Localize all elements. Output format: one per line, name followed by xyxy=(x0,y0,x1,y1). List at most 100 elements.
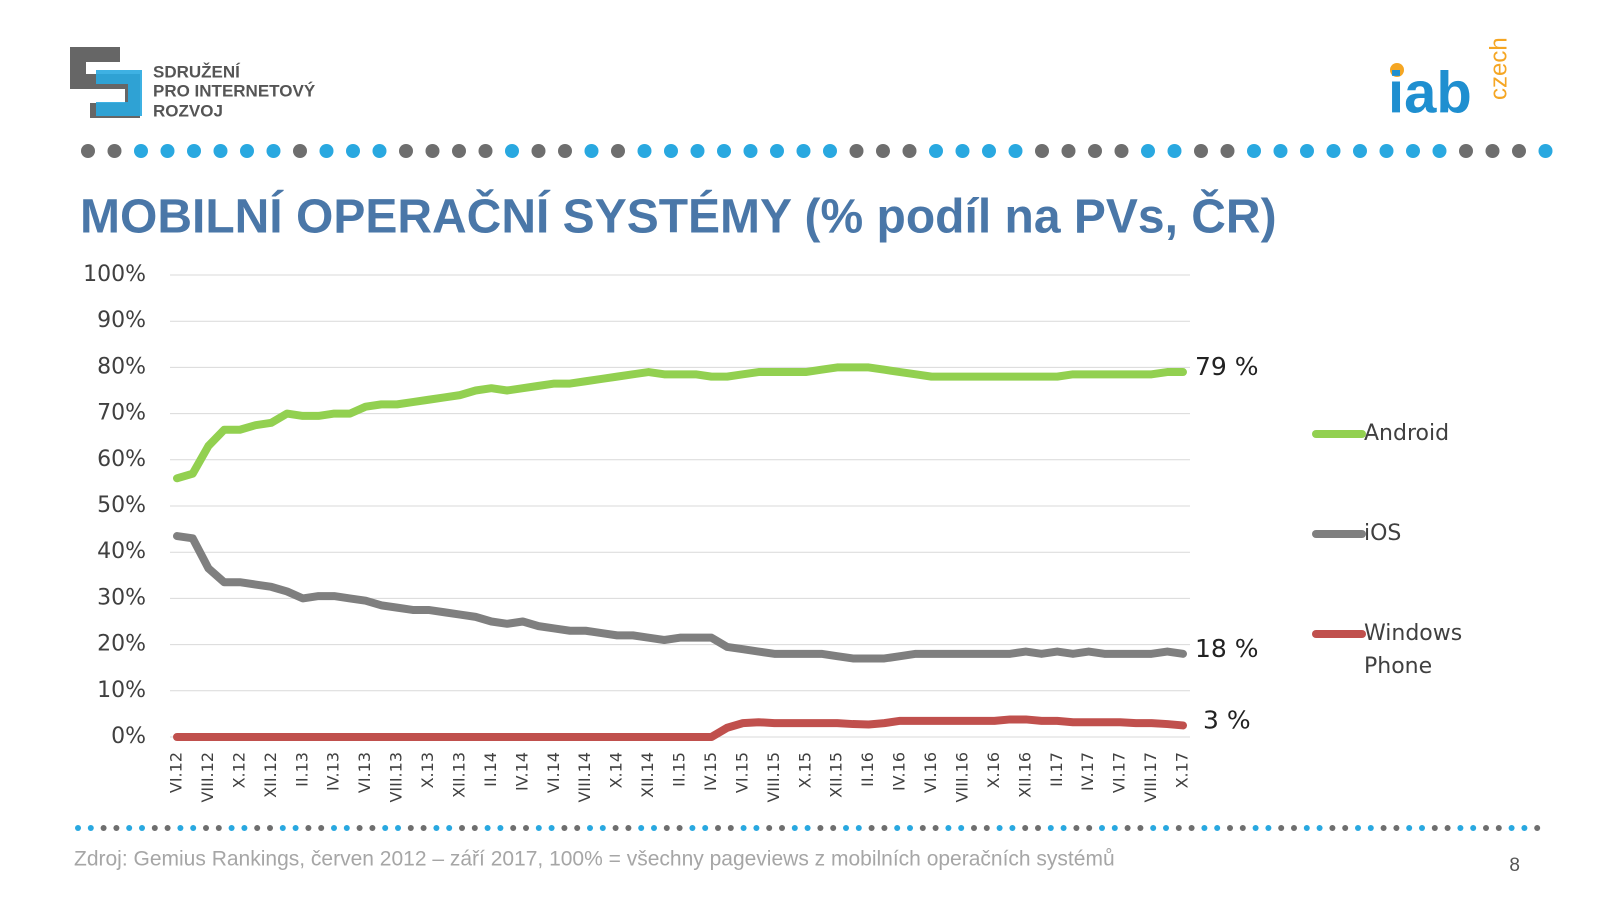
y-tick-label: 0% xyxy=(111,724,146,749)
divider-dot xyxy=(1379,144,1394,158)
divider-dot xyxy=(420,825,427,831)
divider-dot xyxy=(160,144,175,158)
iab-logo: iab xyxy=(1388,60,1472,125)
end-label: 18 % xyxy=(1195,634,1259,663)
x-tick-label: XII.15 xyxy=(827,752,846,798)
divider-dot xyxy=(1355,825,1361,831)
divider-dot xyxy=(369,825,376,831)
divider-dot xyxy=(1521,825,1528,831)
divider-dot xyxy=(319,144,334,158)
divider-dot xyxy=(599,825,606,831)
divider-dot xyxy=(531,144,546,158)
divider-dot xyxy=(1239,825,1246,831)
divider-dot xyxy=(983,825,990,831)
divider-dot xyxy=(1141,144,1155,158)
series-line xyxy=(173,715,1187,741)
x-tick-label: II.13 xyxy=(292,752,311,787)
divider-dot xyxy=(177,825,184,831)
x-tick-label: VIII.15 xyxy=(764,752,783,803)
divider-dot xyxy=(919,825,926,831)
divider-dot xyxy=(1022,825,1029,831)
x-tick-label: XII.16 xyxy=(1015,752,1034,798)
divider-dot xyxy=(1150,825,1157,831)
divider-dot xyxy=(817,825,824,831)
divider-dot xyxy=(1086,825,1093,831)
divider-dot xyxy=(1342,825,1349,831)
series-line xyxy=(173,363,1187,483)
divider-dot xyxy=(510,825,517,831)
divider-dot xyxy=(1538,144,1553,158)
x-tick-label: II.16 xyxy=(858,752,877,787)
divider-dot xyxy=(558,144,572,158)
divider-dot xyxy=(766,825,773,831)
divider-dot xyxy=(1431,825,1438,831)
divider-dot xyxy=(254,825,261,831)
divider-dot xyxy=(663,825,670,831)
divider-dot xyxy=(139,825,145,831)
divider-dot xyxy=(740,825,747,831)
x-tick-label: IV.15 xyxy=(701,752,720,791)
divider-dot xyxy=(664,144,678,158)
divider-dot xyxy=(293,144,307,158)
divider-dot xyxy=(823,144,837,158)
y-tick-label: 50% xyxy=(97,493,146,518)
divider-dot xyxy=(484,825,491,831)
iab-suffix: czech xyxy=(1485,37,1512,100)
divider-dot xyxy=(81,144,95,158)
y-tick-label: 60% xyxy=(97,447,146,472)
divider-dot xyxy=(1316,825,1323,831)
divider-dot xyxy=(1073,825,1080,831)
divider-dot xyxy=(1534,825,1541,831)
divider-dot xyxy=(266,144,281,158)
legend-label: Android xyxy=(1364,421,1450,446)
spir-logo xyxy=(70,47,142,118)
divider-dot xyxy=(100,825,107,831)
x-tick-label: VIII.12 xyxy=(198,752,217,803)
divider-dot xyxy=(612,825,619,831)
divider-dot xyxy=(779,825,785,831)
divider-dot xyxy=(1495,825,1502,831)
divider-dot xyxy=(690,144,705,158)
divider-dot xyxy=(561,825,568,831)
x-tick-label: X.16 xyxy=(984,752,1003,788)
divider-dot xyxy=(1483,825,1489,831)
divider-dot xyxy=(1061,144,1076,158)
divider-dot xyxy=(637,144,652,158)
y-tick-label: 30% xyxy=(97,585,146,610)
divider-dot xyxy=(702,825,709,831)
divider-dot xyxy=(1508,825,1515,831)
divider-dot xyxy=(574,825,581,831)
divider-dot xyxy=(548,825,555,831)
divider-dot xyxy=(849,144,864,158)
divider-dot xyxy=(894,825,901,831)
divider-dot xyxy=(1035,144,1049,158)
y-tick-label: 90% xyxy=(97,308,146,333)
divider-dot xyxy=(1124,825,1131,831)
divider-dot xyxy=(1367,825,1374,831)
divider-dot xyxy=(1444,825,1451,831)
divider-dot xyxy=(717,144,731,158)
divider-dot xyxy=(1008,144,1023,158)
x-tick-label: XII.13 xyxy=(449,752,468,798)
divider-dot xyxy=(113,825,120,831)
logo-text: SDRUŽENÍ xyxy=(153,62,241,81)
divider-dot xyxy=(356,825,363,831)
legend-label: Windows Phone xyxy=(1364,621,1463,679)
y-tick-label: 20% xyxy=(97,632,146,657)
divider-dot xyxy=(770,144,784,158)
x-tick-label: II.17 xyxy=(1047,752,1066,787)
x-tick-label: VI.15 xyxy=(732,752,751,793)
y-tick-label: 10% xyxy=(97,678,146,703)
divider-dot xyxy=(331,825,337,831)
y-tick-label: 40% xyxy=(97,539,146,564)
divider-dot xyxy=(1353,144,1367,158)
divider-dot xyxy=(1273,144,1288,158)
divider-dot xyxy=(791,825,798,831)
divider-dot xyxy=(753,825,760,831)
chart-title: MOBILNÍ OPERAČNÍ SYSTÉMY (% podíl na PVs… xyxy=(80,189,1277,244)
divider-dot xyxy=(471,825,478,831)
divider-dot xyxy=(87,825,94,831)
divider-dot xyxy=(1111,825,1118,831)
divider-dot xyxy=(868,825,875,831)
